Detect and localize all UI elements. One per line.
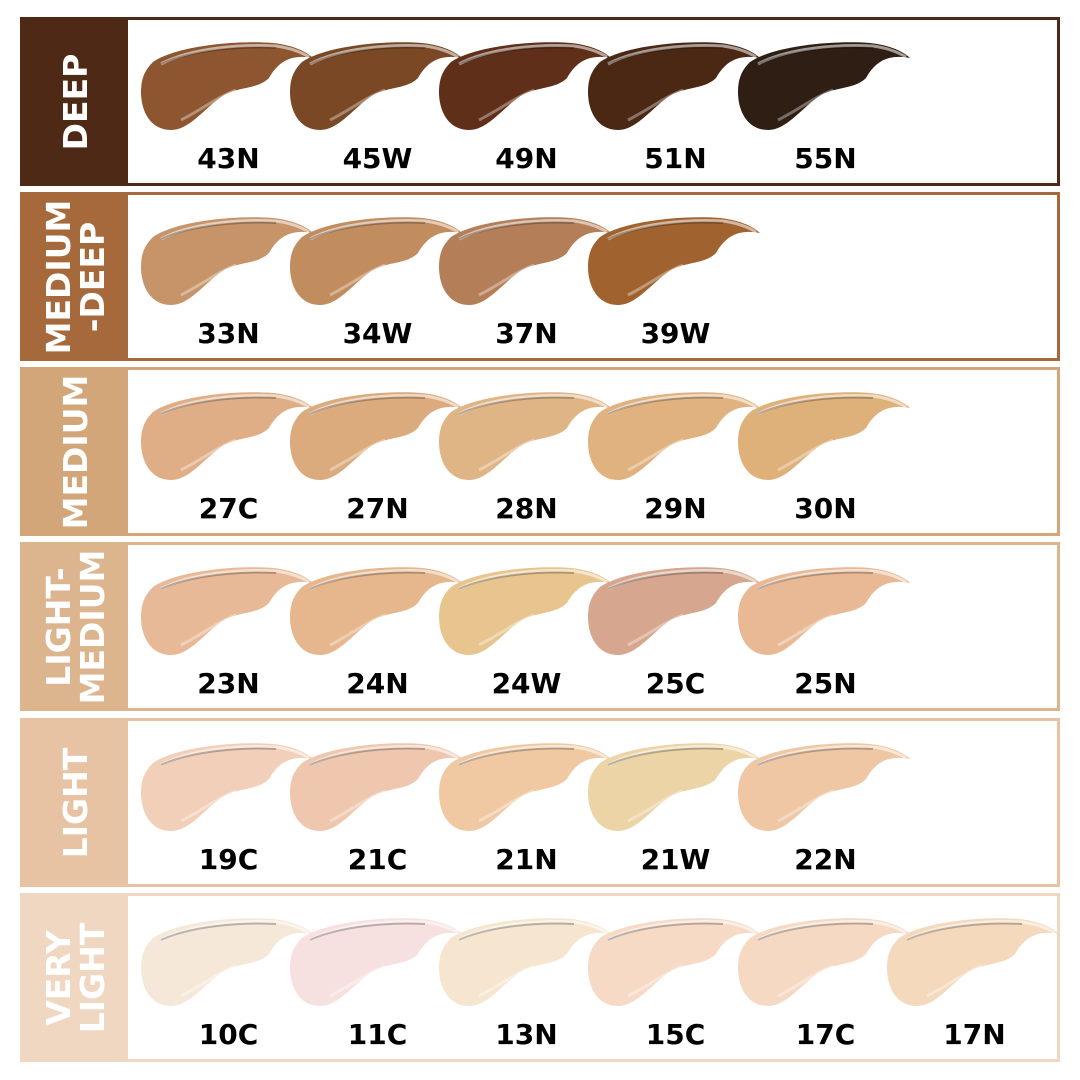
shade-name: 27N (346, 492, 409, 525)
shade-swatch (738, 743, 910, 831)
shade-swatch (439, 42, 611, 131)
category-label-line: MEDIUM (72, 549, 112, 704)
shade-swatch (439, 567, 611, 655)
category-label-line: LIGHT (72, 922, 112, 1033)
shade-name: 45W (342, 142, 413, 175)
shade-name: 34W (342, 317, 413, 350)
category-label: MEDIUM (55, 374, 95, 529)
category-label-line: MEDIUM (38, 199, 78, 354)
shade-swatch (588, 567, 760, 655)
shade-swatch (439, 217, 611, 305)
category-label-line: LIGHT (55, 747, 95, 858)
shade-name: 33N (197, 317, 260, 350)
shade-category-row: LIGHT 19C 21C 21N 21W 22N (20, 718, 1060, 887)
shade-swatch (290, 743, 462, 831)
shade-swatch (439, 743, 611, 831)
shade-swatch (738, 392, 910, 480)
shade-swatch (141, 918, 313, 1006)
shade-name: 27C (198, 492, 259, 525)
category-label-panel: DEEP (23, 20, 128, 183)
category-label: LIGHT- MEDIUM (38, 549, 112, 704)
shade-name: 25N (794, 667, 857, 700)
shade-swatch (290, 567, 462, 655)
shade-swatch (887, 918, 1059, 1006)
shade-swatch (588, 743, 760, 831)
shade-name: 23N (197, 667, 260, 700)
shade-swatch (738, 567, 910, 655)
category-label-line: MEDIUM (55, 374, 95, 529)
shade-swatch (141, 567, 313, 655)
shade-swatch (141, 743, 313, 831)
shade-name: 22N (794, 843, 857, 876)
shade-name: 21C (347, 843, 408, 876)
shade-swatch (439, 918, 611, 1006)
shade-name: 11C (347, 1018, 408, 1051)
shade-name: 39W (640, 317, 711, 350)
category-label-panel: LIGHT (23, 721, 128, 884)
shade-category-row: MEDIUM 27C 27N 28N 29N 30N (20, 367, 1060, 536)
shade-name: 17N (943, 1018, 1006, 1051)
shade-category-row: VERY LIGHT 10C 11C 13N 15C 17C 17N (20, 893, 1060, 1062)
shade-category-row: MEDIUM -DEEP 33N 34W 37N 39W (20, 192, 1060, 361)
category-label-panel: LIGHT- MEDIUM (23, 545, 128, 708)
category-label: MEDIUM -DEEP (38, 199, 112, 354)
category-label-panel: MEDIUM -DEEP (23, 195, 128, 358)
shade-swatch (588, 42, 760, 131)
shade-swatch (588, 217, 760, 305)
shade-category-row: DEEP 43N 45W 49N 51N 55N (20, 17, 1060, 186)
shade-swatch (141, 392, 313, 480)
shade-swatch (738, 42, 910, 131)
category-label-line: VERY (38, 929, 78, 1026)
category-label: VERY LIGHT (38, 922, 112, 1033)
shade-name: 37N (495, 317, 558, 350)
shade-swatch (141, 217, 313, 305)
shade-name: 13N (495, 1018, 558, 1051)
shade-swatch (141, 42, 313, 131)
shade-name: 49N (495, 142, 558, 175)
category-label-panel: MEDIUM (23, 370, 128, 533)
shade-name: 43N (197, 142, 260, 175)
category-label-panel: VERY LIGHT (23, 896, 128, 1059)
shade-name: 24W (491, 667, 562, 700)
shade-name: 19C (198, 843, 259, 876)
shade-swatch (290, 217, 462, 305)
shade-swatch (738, 918, 910, 1006)
shade-name: 51N (644, 142, 707, 175)
shade-name: 28N (495, 492, 558, 525)
shade-name: 24N (346, 667, 409, 700)
category-label: DEEP (55, 53, 95, 150)
shade-name: 30N (794, 492, 857, 525)
shade-name: 17C (795, 1018, 856, 1051)
shade-name: 25C (645, 667, 706, 700)
shade-name: 29N (644, 492, 707, 525)
shade-category-row: LIGHT- MEDIUM 23N 24N 24W 25C 25N (20, 542, 1060, 711)
shade-name: 55N (794, 142, 857, 175)
category-label: LIGHT (55, 747, 95, 858)
shade-name: 10C (198, 1018, 259, 1051)
shade-swatch (290, 392, 462, 480)
shade-name: 21N (495, 843, 558, 876)
shade-swatch (290, 42, 462, 131)
shade-name: 15C (645, 1018, 706, 1051)
shade-name: 21W (640, 843, 711, 876)
shade-swatch (588, 918, 760, 1006)
category-label-line: LIGHT- (38, 566, 78, 687)
category-label-line: DEEP (55, 53, 95, 150)
shade-swatch (439, 392, 611, 480)
category-label-line: -DEEP (72, 221, 112, 332)
shade-swatch (588, 392, 760, 480)
shade-swatch (290, 918, 462, 1006)
